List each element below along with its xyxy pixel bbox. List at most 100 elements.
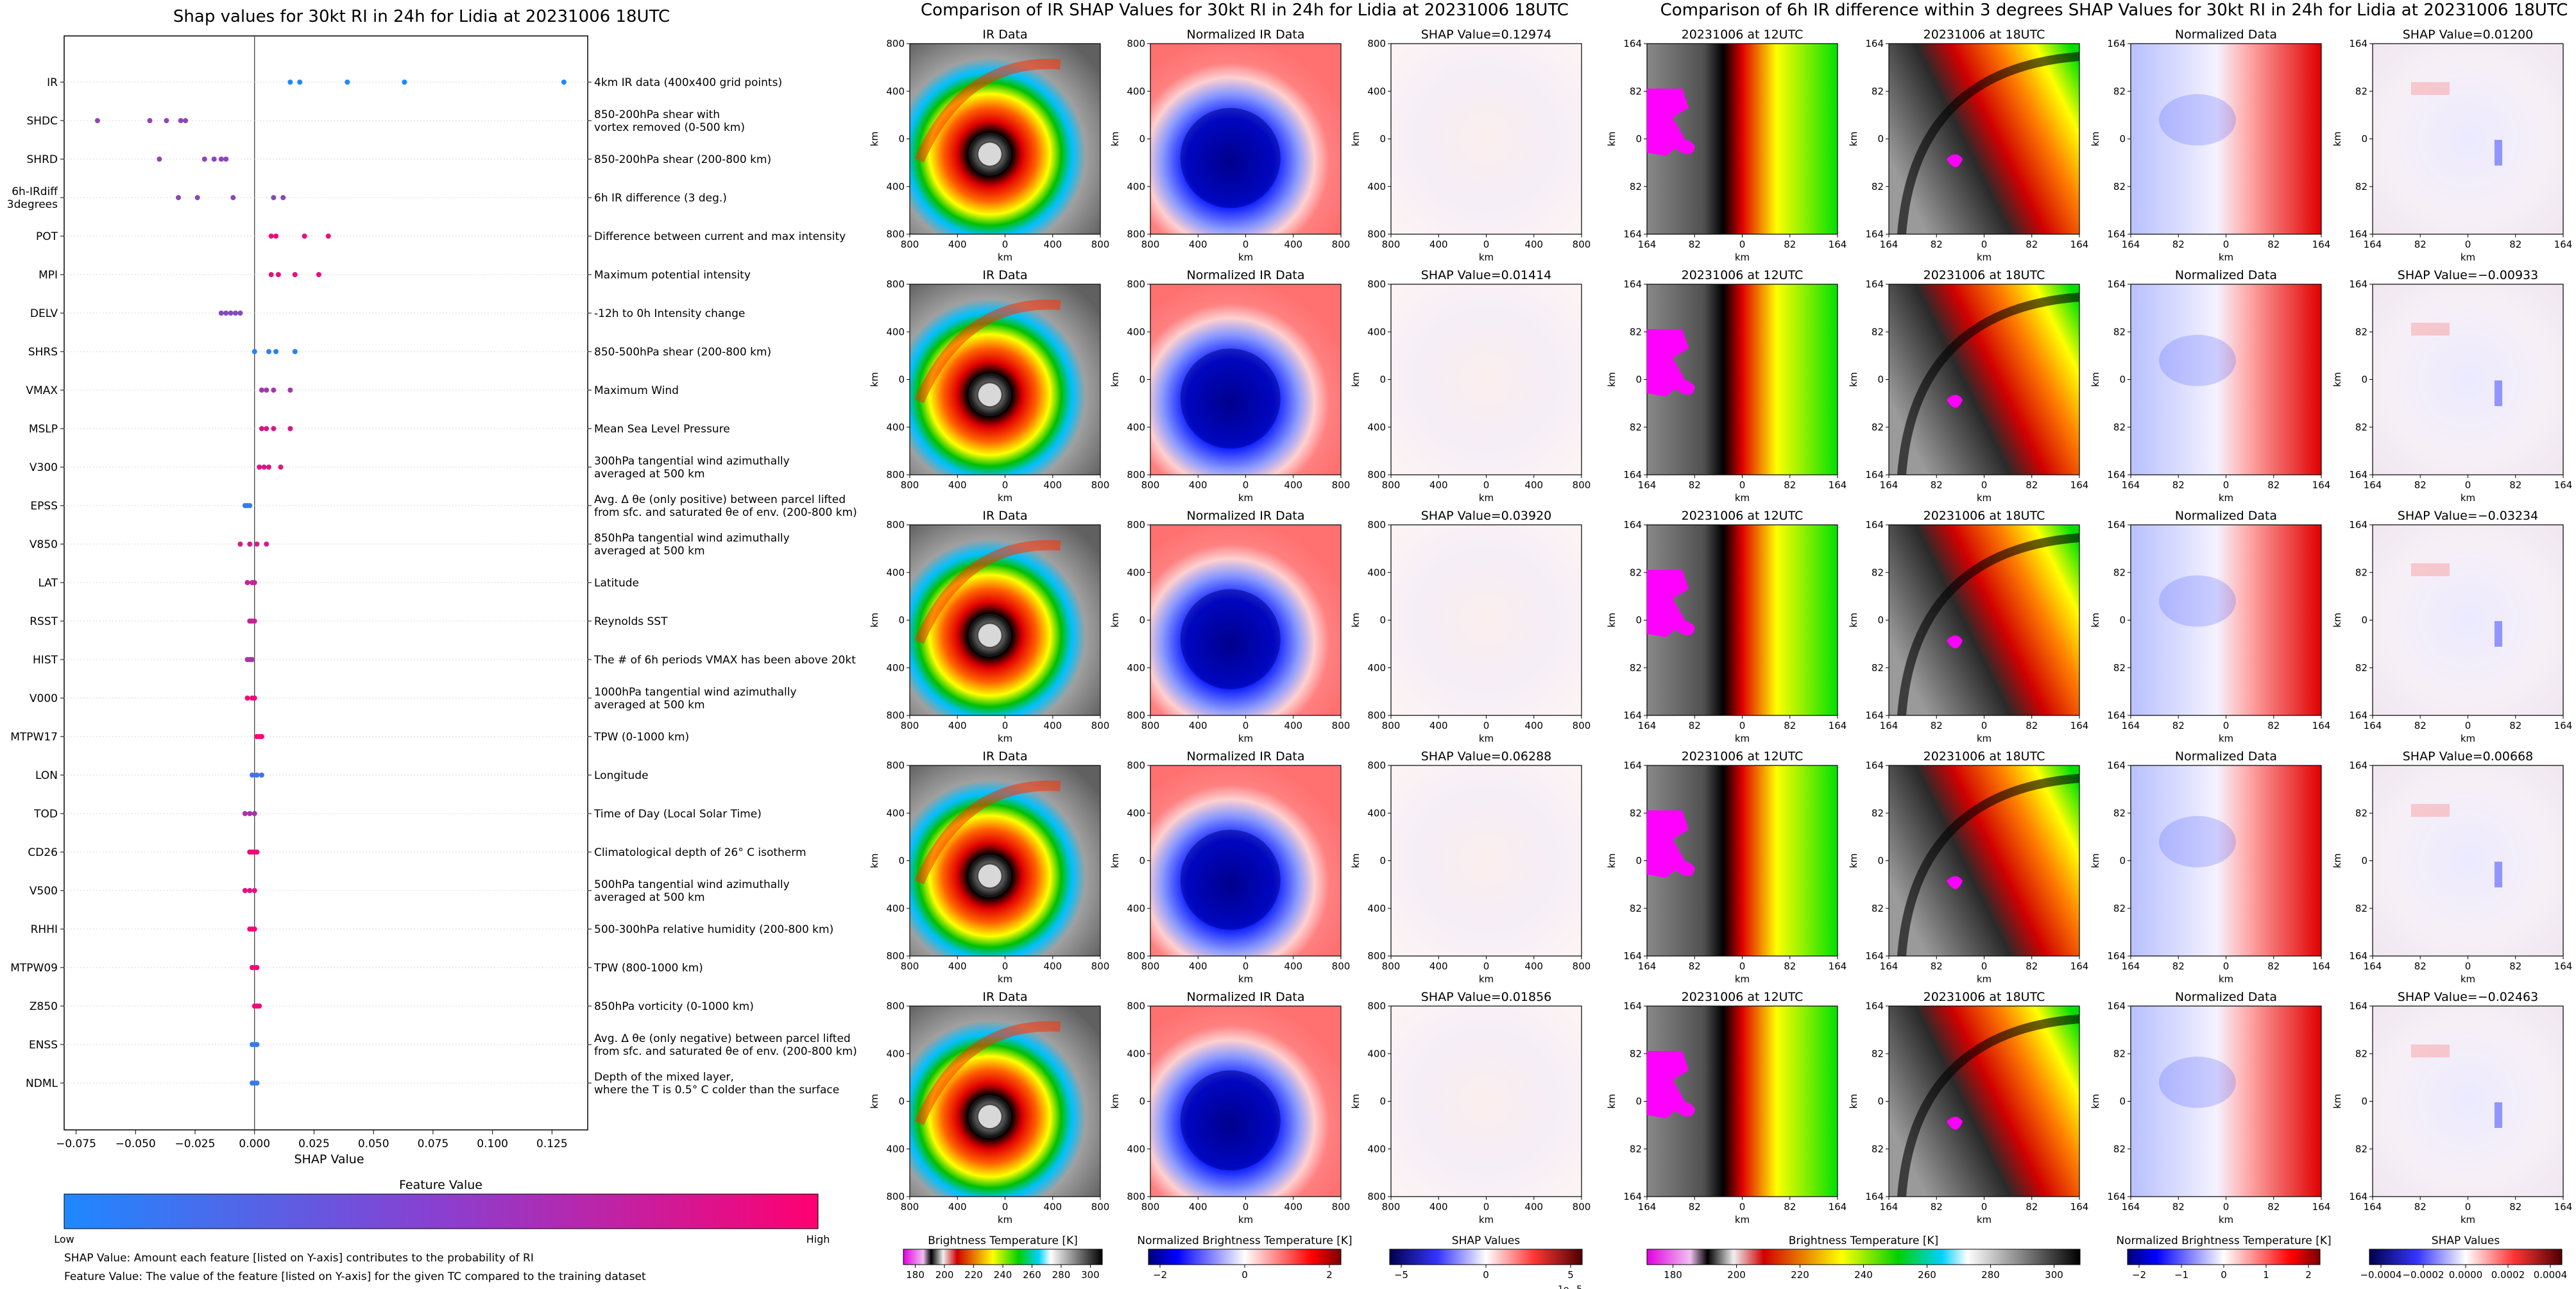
y-tick-label: 164	[1623, 278, 1642, 290]
negative-region	[2495, 621, 2502, 647]
cold-cloud-region	[1673, 380, 1695, 395]
x-tick-label: 82	[2172, 720, 2185, 731]
eyewall-arc	[1897, 774, 2080, 957]
y-axis-label: km	[1848, 853, 1859, 868]
colorbar-label: SHAP Values	[2432, 1234, 2500, 1247]
x-tick-label: 82	[1784, 960, 1796, 972]
x-tick-label: 400	[948, 239, 967, 250]
y-axis-label: km	[869, 853, 880, 868]
x-tick-label: 400	[948, 720, 967, 731]
panel-title: IR Data	[982, 509, 1027, 523]
x-axis-label: km	[2219, 733, 2233, 744]
panel-title: Normalized IR Data	[1187, 990, 1305, 1004]
panel-title: SHAP Value=0.01200	[2403, 28, 2534, 42]
colorbar-tick-label: 240	[1854, 1269, 1873, 1281]
x-tick-label: 0.025	[298, 1138, 330, 1150]
colorbar-label: Normalized Brightness Temperature [K]	[2116, 1234, 2331, 1247]
x-axis-label: km	[2461, 733, 2475, 744]
x-tick-label: 82	[1689, 720, 1701, 731]
y-tick-label: 0	[898, 374, 905, 386]
y-tick-label: 82	[1630, 422, 1642, 433]
cold-cloud-region	[1947, 635, 1963, 649]
y-tick-label: 800	[886, 1191, 905, 1202]
feature-label: MPI	[38, 269, 58, 282]
cold-core	[1180, 830, 1281, 930]
x-tick-label: 0	[1243, 1201, 1249, 1213]
colorbar-tick-label: −2	[1153, 1269, 1167, 1281]
panel-title: Normalized IR Data	[1187, 28, 1305, 42]
shap-point	[254, 542, 260, 547]
storm-eye	[978, 624, 1002, 647]
feature-description: Time of Day (Local Solar Time)	[593, 808, 762, 821]
y-tick-label: 82	[2113, 422, 2126, 433]
y-tick-label: 800	[1367, 38, 1386, 49]
y-tick-label: 164	[2107, 38, 2126, 49]
x-axis-label: km	[2219, 252, 2233, 263]
x-tick-label: 0	[1002, 1201, 1009, 1213]
y-tick-label: 800	[1127, 710, 1145, 721]
x-tick-label: 82	[1784, 720, 1796, 731]
x-tick-label: 0	[1002, 239, 1009, 250]
y-tick-label: 82	[2355, 662, 2367, 674]
y-tick-label: 800	[886, 228, 905, 240]
x-tick-label: 164	[2364, 1201, 2382, 1213]
x-tick-label: 164	[1829, 479, 1847, 491]
y-tick-label: 800	[1367, 278, 1386, 290]
y-tick-label: 800	[886, 710, 905, 721]
x-tick-label: 800	[1382, 720, 1401, 731]
shap-point	[183, 118, 189, 123]
y-tick-label: 0	[2119, 1096, 2126, 1107]
x-tick-label: 0	[1739, 239, 1746, 250]
y-axis-label: km	[1350, 613, 1361, 627]
x-tick-label: 82	[2026, 960, 2038, 972]
feature-description: 850hPa tangential wind azimuthally averag…	[594, 532, 790, 558]
x-tick-label: 0	[1002, 720, 1009, 731]
feature-description: 850-200hPa shear (200-800 km)	[594, 153, 771, 166]
x-tick-label: 800	[1332, 479, 1351, 491]
x-tick-label: 800	[1091, 960, 1110, 972]
y-tick-label: 164	[2107, 1000, 2126, 1012]
x-axis-label: km	[1977, 973, 1992, 985]
feature-label: SHRS	[28, 346, 58, 359]
diff-bt-colorbar: Brightness Temperature [K] 180 200 220 240 26…	[1646, 1234, 2081, 1281]
diff-shap-panel-image	[2372, 1005, 2564, 1197]
y-tick-label: 82	[2113, 181, 2126, 192]
y-tick-label: 0	[2361, 615, 2367, 626]
row-grid	[64, 81, 588, 1084]
colorbar-tick-label: 300	[1081, 1269, 1100, 1281]
colorbar-bar	[2127, 1249, 2321, 1265]
y-tick-label: 0	[1635, 374, 1642, 386]
x-axis-label: km	[1977, 733, 1992, 744]
ir-shap-panel: SHAP Value=0.129748008004004000040040080…	[1350, 28, 1591, 263]
x-tick-label: 0	[2223, 720, 2230, 731]
normalized-diff-panel: Normalized Data1641648282008282164164kmk…	[2090, 509, 2330, 744]
y-tick-label: 164	[2107, 519, 2126, 531]
cold-core	[1180, 108, 1281, 209]
feature-description: 850-500hPa shear (200-800 km)	[594, 346, 771, 359]
y-tick-label: 164	[2107, 950, 2126, 962]
x-tick-label: 0	[1981, 239, 1988, 250]
y-tick-label: 0	[1379, 615, 1386, 626]
x-axis-label: km	[1238, 973, 1253, 985]
cloud-band	[914, 299, 1061, 404]
feature-label: V000	[30, 692, 58, 705]
shap-point	[242, 811, 248, 816]
y-tick-label: 800	[886, 469, 905, 481]
ir-shap-panel-image	[1390, 765, 1582, 957]
x-tick-label: 0	[1002, 960, 1009, 972]
x-axis-label: km	[1238, 492, 1253, 504]
colorbar-tick-label: 2	[2305, 1269, 2312, 1281]
x-tick-label: 164	[2070, 1201, 2089, 1213]
x-tick-label: 164	[2070, 960, 2089, 972]
y-tick-label: 0	[898, 1096, 905, 1107]
x-tick-label: 0	[1739, 960, 1746, 972]
shap-point	[147, 118, 153, 123]
feature-label: MSLP	[29, 423, 58, 436]
x-axis-label: km	[2219, 1214, 2233, 1225]
x-tick-label: 400	[1429, 239, 1448, 250]
x-tick-label: 400	[1524, 960, 1543, 972]
x-tick-label: 82	[1931, 479, 1943, 491]
y-axis-label: km	[2332, 372, 2343, 387]
